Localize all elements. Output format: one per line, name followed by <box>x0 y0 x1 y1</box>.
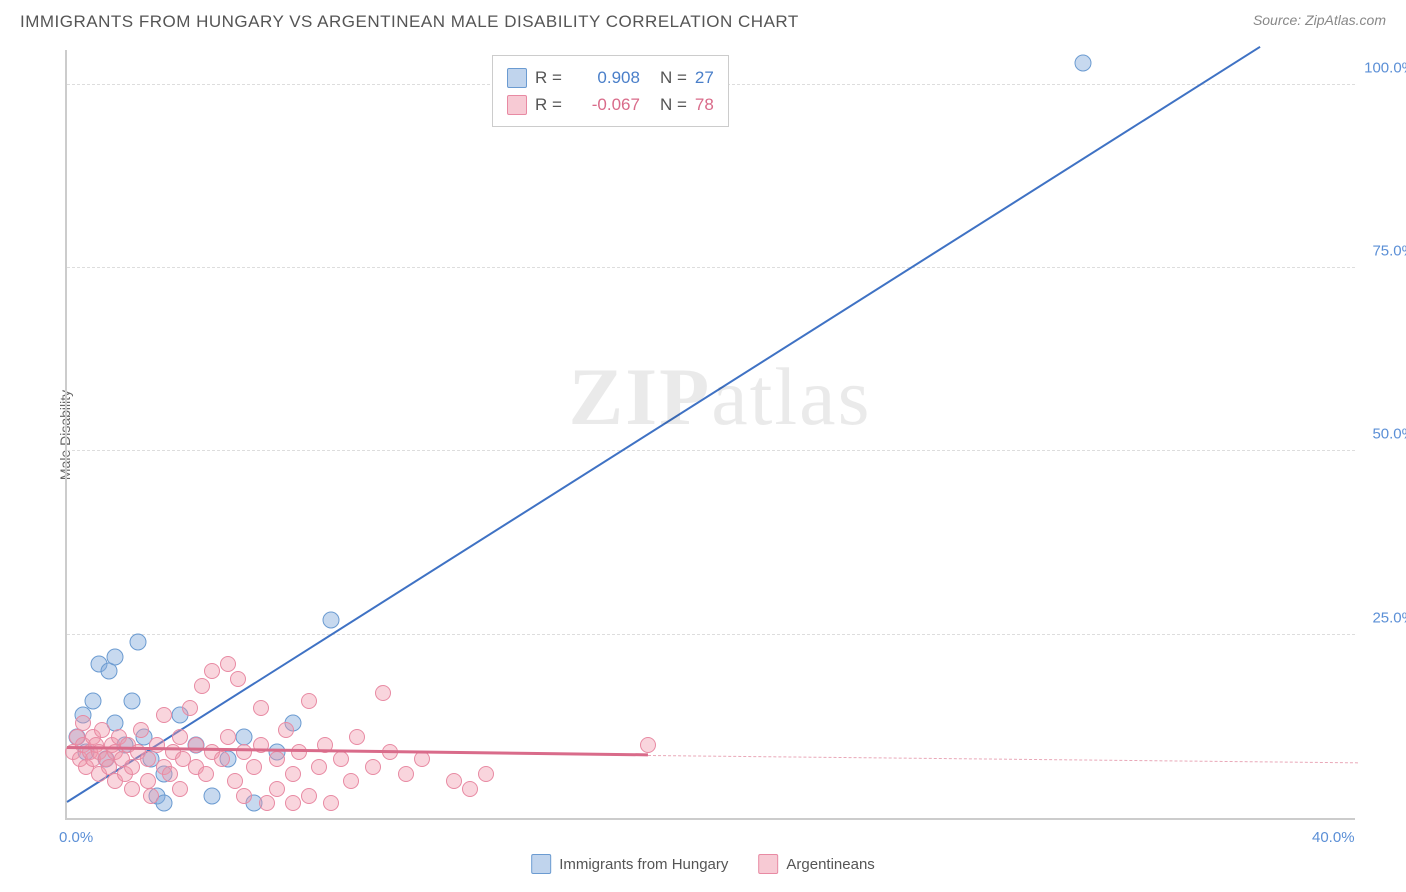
legend-item-argentinean: Argentineans <box>758 854 874 874</box>
data-point <box>75 715 91 731</box>
data-point <box>253 700 269 716</box>
data-point <box>123 692 140 709</box>
data-point <box>285 795 301 811</box>
source-credit: Source: ZipAtlas.com <box>1253 12 1386 28</box>
data-point <box>182 700 198 716</box>
data-point <box>301 788 317 804</box>
data-point <box>311 759 327 775</box>
data-point <box>343 773 359 789</box>
data-point <box>149 737 165 753</box>
data-point <box>398 766 414 782</box>
data-point <box>220 656 236 672</box>
data-point <box>375 685 391 701</box>
data-point <box>246 759 262 775</box>
data-point <box>1074 54 1091 71</box>
y-tick-label: 75.0% <box>1372 243 1406 260</box>
data-point <box>230 671 246 687</box>
data-point <box>236 788 252 804</box>
stats-legend: R =0.908N =27R =-0.067N =78 <box>492 55 729 127</box>
data-point <box>140 773 156 789</box>
data-point <box>285 766 301 782</box>
trend-line <box>66 46 1260 803</box>
data-point <box>333 751 349 767</box>
legend-item-hungary: Immigrants from Hungary <box>531 854 728 874</box>
data-point <box>259 795 275 811</box>
data-point <box>162 766 178 782</box>
data-point <box>414 751 430 767</box>
data-point <box>84 692 101 709</box>
data-point <box>129 634 146 651</box>
data-point <box>640 737 656 753</box>
swatch-icon <box>507 68 527 88</box>
data-point <box>365 759 381 775</box>
data-point <box>278 722 294 738</box>
trend-line <box>647 755 1357 763</box>
chart-title: IMMIGRANTS FROM HUNGARY VS ARGENTINEAN M… <box>20 12 799 32</box>
data-point <box>291 744 307 760</box>
data-point <box>478 766 494 782</box>
data-point <box>204 788 221 805</box>
data-point <box>100 663 117 680</box>
swatch-icon <box>507 95 527 115</box>
data-point <box>94 722 110 738</box>
y-tick-label: 100.0% <box>1364 59 1406 76</box>
data-point <box>124 781 140 797</box>
y-tick-label: 25.0% <box>1372 609 1406 626</box>
data-point <box>446 773 462 789</box>
data-point <box>143 788 159 804</box>
stats-legend-row: R =-0.067N =78 <box>507 91 714 118</box>
y-tick-label: 50.0% <box>1372 426 1406 443</box>
swatch-icon <box>531 854 551 874</box>
grid-line <box>67 450 1355 451</box>
data-point <box>462 781 478 797</box>
stats-legend-row: R =0.908N =27 <box>507 64 714 91</box>
data-point <box>236 744 252 760</box>
data-point <box>269 751 285 767</box>
data-point <box>204 663 220 679</box>
swatch-icon <box>758 854 778 874</box>
grid-line <box>67 267 1355 268</box>
data-point <box>133 722 149 738</box>
data-point <box>188 737 204 753</box>
data-point <box>349 729 365 745</box>
data-point <box>214 751 230 767</box>
grid-line <box>67 634 1355 635</box>
data-point <box>269 781 285 797</box>
data-point <box>227 773 243 789</box>
bottom-legend: Immigrants from Hungary Argentineans <box>531 854 875 874</box>
data-point <box>156 707 172 723</box>
data-point <box>107 648 124 665</box>
data-point <box>198 766 214 782</box>
data-point <box>172 781 188 797</box>
data-point <box>301 693 317 709</box>
x-tick-label: 40.0% <box>1312 829 1355 846</box>
data-point <box>323 795 339 811</box>
data-point <box>140 751 156 767</box>
plot-area: 25.0%50.0%75.0%100.0%0.0%40.0%R =0.908N … <box>65 50 1355 820</box>
data-point <box>220 729 236 745</box>
data-point <box>124 759 140 775</box>
data-point <box>172 729 188 745</box>
chart-container: Male Disability 25.0%50.0%75.0%100.0%0.0… <box>55 50 1385 820</box>
x-tick-label: 0.0% <box>59 829 93 846</box>
data-point <box>323 612 340 629</box>
data-point <box>194 678 210 694</box>
